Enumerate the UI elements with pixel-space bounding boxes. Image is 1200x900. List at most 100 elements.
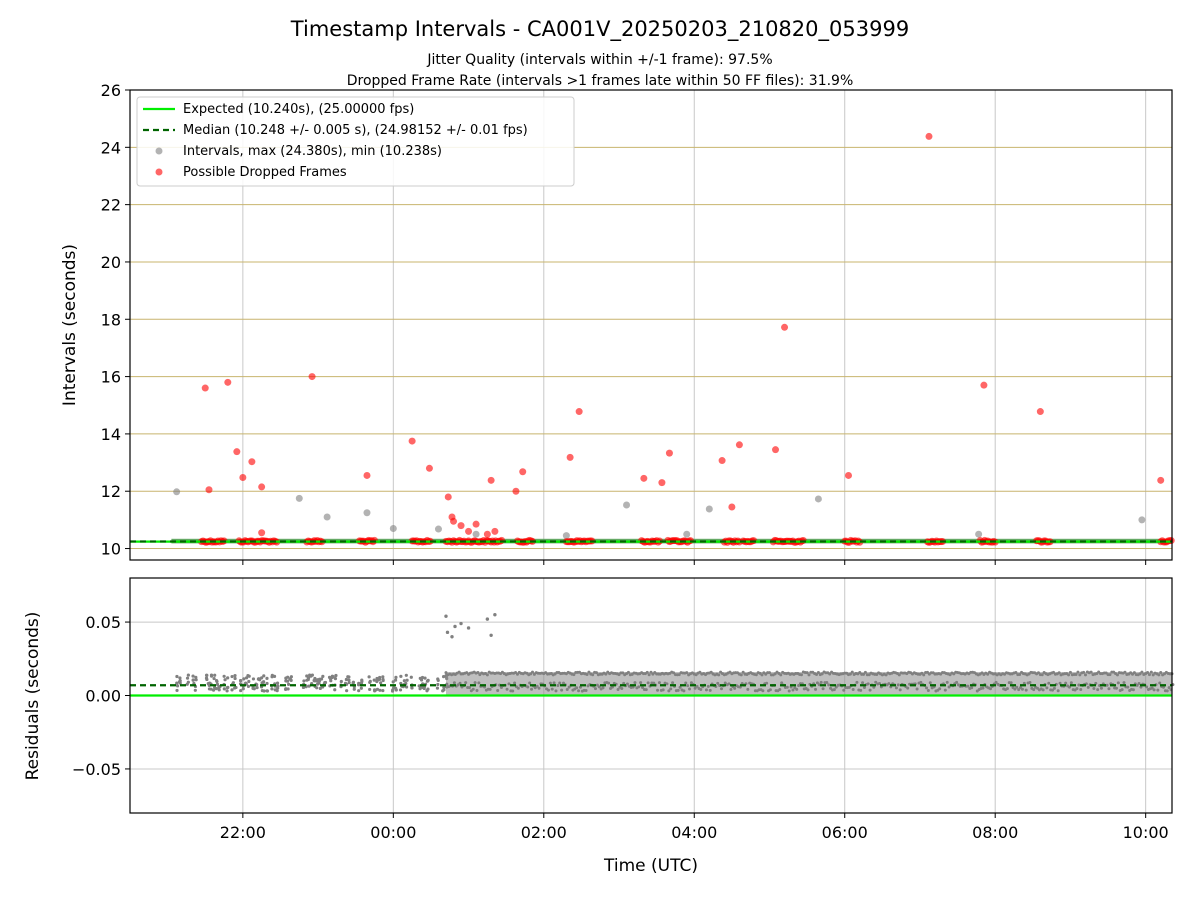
residual-point [898,688,902,692]
residual-point [820,672,824,676]
residual-point [565,688,569,692]
residual-point [1131,688,1135,692]
residual-point [405,678,409,682]
residual-point [209,674,214,678]
residual-point [1040,673,1044,677]
residual-point [226,685,230,689]
residual-point [347,680,351,685]
dropped-frame-point [205,486,213,494]
residual-point [467,686,471,690]
residual-point [828,672,832,676]
residual-point [394,675,398,679]
residual-outlier-point [444,614,448,618]
residual-point [814,687,818,691]
residual-point [787,689,791,693]
residual-point [945,680,949,684]
dropped-frame-point [728,503,736,511]
residual-point [307,684,311,688]
residual-point [225,689,229,693]
residual-point [550,687,554,691]
residual-point [526,685,530,689]
dropped-frame-point [258,529,266,537]
residual-point [444,671,448,675]
residual-point [417,684,421,688]
residual-point [556,683,560,687]
residual-point [572,673,576,677]
dropped-frame-point [248,458,256,466]
residual-point [746,687,750,691]
residual-point [925,686,929,690]
residual-point [529,672,533,676]
residual-point [398,688,403,692]
dropped-frame-point [239,473,247,481]
residual-point [215,679,219,684]
dropped-frame-point [781,323,789,331]
residual-point [1015,685,1019,689]
residual-point [671,681,675,685]
intervals-y-tick-label: 12 [101,482,121,501]
residual-point [346,675,350,679]
residual-point [652,681,656,685]
dropped-frame-point [980,381,988,389]
residual-point [686,684,690,688]
residual-point [215,682,220,687]
residual-point [457,670,461,674]
residual-point [795,687,799,691]
residual-point [601,686,605,690]
residual-outlier-point [459,621,463,626]
dropped-frame-point [450,517,458,525]
intervals-y-axis-label: Intervals (seconds) [60,244,80,406]
residual-point [656,688,660,692]
residual-point [265,681,269,686]
dropped-frame-point [491,527,499,535]
residual-point [191,674,195,678]
residual-point [684,681,688,685]
residual-point [393,678,398,682]
residual-point [799,673,803,677]
dropped-frame-point [233,448,241,456]
residual-point [1076,670,1080,674]
time-x-axis-label: Time (UTC) [603,856,698,876]
legend-expected-label: Expected (10.240s), (25.00000 fps) [183,102,414,117]
residual-point [645,670,649,674]
residual-point [226,676,230,680]
residual-point [255,686,259,690]
residual-point [639,681,643,685]
residual-point [593,687,597,691]
residual-point [738,685,742,689]
intervals-plot-frame [129,89,1173,561]
intervals-panel: 10 12 14 16 18 20 22 24 26 Intervals (seconds) E… [60,81,1175,565]
residual-point [1079,688,1083,692]
residual-point [381,675,385,679]
time-x-tick-label: 04:00 [671,823,717,842]
residual-point [546,688,550,692]
dropped-frame-point [224,378,232,386]
residual-point [334,673,338,678]
residual-point [515,672,519,676]
residual-point [1137,681,1141,685]
residual-point [1056,689,1060,693]
residual-point [194,675,198,679]
residual-point [698,670,702,674]
residual-point [213,673,217,677]
residual-point [275,681,280,685]
residual-point [511,689,515,693]
dropped-frame-point [1157,476,1165,484]
dropped-frame-point [844,471,852,479]
residual-point [699,688,703,692]
residual-point [994,680,998,684]
residual-point [531,670,535,674]
residual-point [1068,670,1072,674]
dropped-frame-point [658,479,666,487]
residual-point [768,688,772,692]
residual-outlier-point [450,635,454,639]
residual-point [256,677,261,681]
residual-point [617,673,621,677]
intervals-y-tick-label: 10 [101,540,121,559]
residual-point [1013,687,1017,691]
residual-point [577,689,581,693]
residual-point [410,686,414,690]
residual-point [344,677,348,682]
residual-point [1147,673,1151,677]
residual-outlier-point [445,630,450,635]
